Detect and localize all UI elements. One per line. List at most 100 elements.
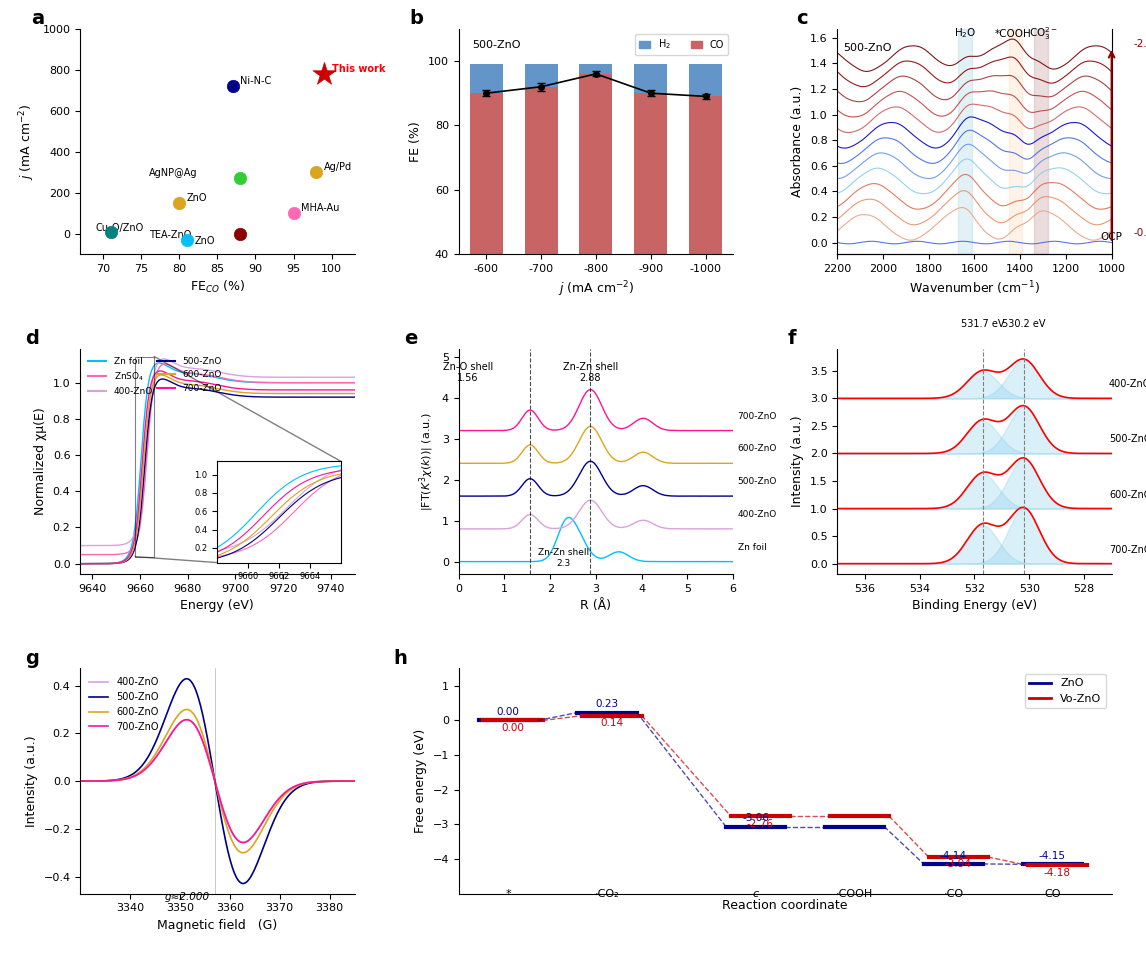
Text: -3.06: -3.06 (743, 813, 769, 824)
Y-axis label: Free energy (eV): Free energy (eV) (414, 729, 427, 833)
Text: e: e (403, 330, 417, 348)
700-ZnO (204, 378, 218, 389)
Point (284, 206, 303, 221)
Text: Zn-Zn shell
2.88: Zn-Zn shell 2.88 (563, 362, 618, 383)
500-ZnO (486, 490, 500, 502)
Line: 700-ZnO: 700-ZnO (80, 371, 354, 564)
600-ZnO (651, 454, 665, 465)
400-ZnO (163, 730, 176, 742)
400-ZnO (157, 353, 171, 364)
500-ZnO (584, 456, 598, 467)
700-ZnO (727, 425, 740, 436)
400-ZnO (204, 365, 218, 377)
Zn foil (342, 377, 355, 388)
Text: This work: This work (331, 63, 385, 74)
Text: -2.2v: -2.2v (1133, 38, 1146, 49)
Text: 0.00: 0.00 (496, 707, 519, 717)
500-ZnO (204, 385, 218, 397)
Bar (1008, 29, 1022, 254)
700-ZnO (347, 384, 361, 396)
Point (170, 195, 188, 210)
400-ZnO (180, 714, 194, 726)
Line: 500-ZnO: 500-ZnO (80, 379, 354, 564)
Line: 600-ZnO: 600-ZnO (80, 375, 354, 564)
Text: h: h (393, 649, 407, 668)
700-ZnO (182, 715, 196, 727)
Legend: 400-ZnO, 500-ZnO, 600-ZnO, 700-ZnO: 400-ZnO, 500-ZnO, 600-ZnO, 700-ZnO (85, 674, 163, 736)
Line: 700-ZnO: 700-ZnO (80, 720, 354, 843)
Text: 0.00: 0.00 (502, 723, 525, 733)
Y-axis label: Intensity (a.u.): Intensity (a.u.) (791, 415, 804, 507)
600-ZnO (273, 795, 286, 806)
Text: CO: CO (1044, 889, 1060, 899)
Text: Zn-O shell
1.56: Zn-O shell 1.56 (442, 362, 493, 383)
600-ZnO (541, 456, 555, 467)
600-ZnO (155, 369, 168, 381)
600-ZnO (347, 776, 361, 787)
Line: 500-ZnO: 500-ZnO (80, 678, 354, 883)
Point (231, 226, 250, 241)
Line: 500-ZnO: 500-ZnO (458, 461, 733, 496)
Zn foil (73, 558, 87, 570)
Text: 500-ZnO: 500-ZnO (842, 43, 892, 54)
700-ZnO (485, 425, 499, 436)
X-axis label: Binding Energy (eV): Binding Energy (eV) (912, 599, 1037, 612)
500-ZnO (299, 391, 313, 403)
700-ZnO (273, 792, 286, 803)
400-ZnO (562, 519, 575, 530)
Text: ·CO₂: ·CO₂ (595, 889, 620, 899)
600-ZnO (485, 457, 499, 469)
700-ZnO (73, 558, 87, 570)
Zn foil (299, 377, 313, 388)
Bar (1034, 29, 1047, 254)
500-ZnO (180, 673, 194, 684)
Text: 0.23: 0.23 (596, 700, 619, 709)
400-ZnO (584, 494, 598, 505)
600-ZnO (236, 847, 250, 858)
700-ZnO (452, 425, 465, 436)
500-ZnO (727, 490, 740, 502)
Point (315, 66, 333, 82)
400-ZnO (237, 370, 251, 382)
Text: c: c (796, 10, 808, 28)
Bar (635, 64, 667, 93)
Bar (689, 64, 722, 96)
Text: 600-ZnO: 600-ZnO (738, 445, 777, 454)
400-ZnO (461, 523, 474, 534)
Text: -4.18: -4.18 (1044, 868, 1070, 877)
Line: 400-ZnO: 400-ZnO (80, 720, 354, 843)
Legend: ZnO, Vo-ZnO: ZnO, Vo-ZnO (1025, 674, 1106, 708)
Point (223, 79, 242, 94)
Text: 500-ZnO: 500-ZnO (472, 40, 521, 50)
400-ZnO (182, 715, 196, 727)
400-ZnO (274, 791, 288, 802)
Text: -3.94: -3.94 (944, 859, 972, 870)
600-ZnO (163, 723, 176, 734)
400-ZnO (542, 522, 556, 533)
Line: 400-ZnO: 400-ZnO (458, 500, 733, 529)
500-ZnO (652, 488, 666, 500)
400-ZnO (248, 828, 261, 840)
Text: -4.14: -4.14 (940, 850, 967, 861)
Bar (958, 29, 972, 254)
Text: ·CO: ·CO (943, 889, 964, 899)
500-ZnO (107, 775, 120, 786)
600-ZnO (652, 455, 666, 466)
600-ZnO (274, 793, 288, 804)
Bar (470, 93, 503, 382)
500-ZnO (206, 385, 220, 397)
600-ZnO (107, 775, 120, 786)
ZnSO$_4$ (222, 374, 236, 385)
Zn foil (222, 375, 236, 386)
700-ZnO (299, 384, 313, 396)
500-ZnO (462, 490, 476, 502)
Text: 600-ZnO: 600-ZnO (1109, 489, 1146, 500)
700-ZnO (541, 423, 555, 434)
600-ZnO (204, 382, 218, 393)
500-ZnO (347, 391, 361, 403)
Point (178, 232, 196, 247)
600-ZnO (206, 382, 220, 393)
Bar (580, 74, 612, 382)
400-ZnO (626, 518, 639, 530)
700-ZnO (206, 379, 220, 390)
